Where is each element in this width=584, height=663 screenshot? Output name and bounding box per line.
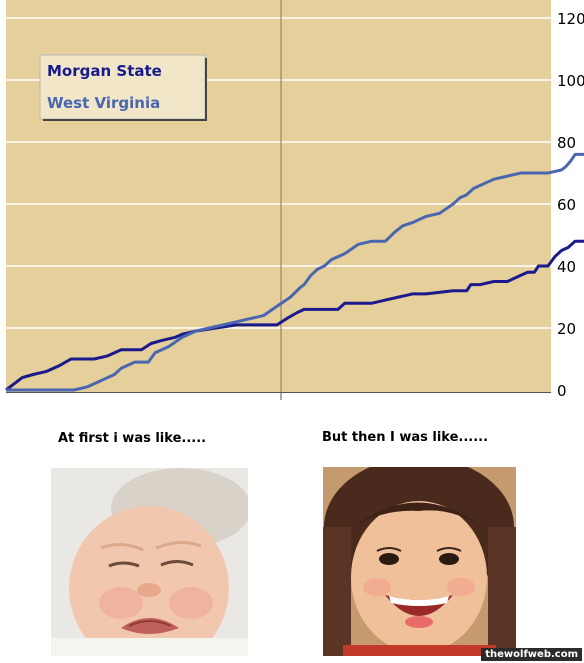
y-tick-label: 100 (557, 72, 584, 90)
legend-label-morgan-state: Morgan State (47, 62, 162, 80)
y-tick-label: 0 (557, 382, 567, 400)
legend: Morgan State West Virginia (39, 54, 207, 121)
caption-right: But then I was like...... (322, 430, 489, 445)
laughing-girl-photo (323, 467, 516, 656)
series-line-west-virginia (6, 152, 584, 392)
series-line-morgan-state (5, 239, 584, 392)
crying-baby-photo (51, 468, 248, 656)
caption-left: At first i was like..... (58, 431, 207, 446)
grid-lines (6, 17, 551, 329)
y-tick-label: 120 (557, 10, 584, 28)
y-tick-label: 80 (557, 134, 576, 152)
legend-box (39, 54, 206, 120)
watermark: thewolfweb.com (481, 648, 582, 661)
series-layer (5, 152, 584, 392)
y-tick-label: 20 (557, 320, 576, 338)
y-tick-label: 60 (557, 196, 576, 214)
legend-label-west-virginia: West Virginia (47, 94, 160, 112)
y-tick-labels: 0 20 40 60 80 100 120 (557, 10, 584, 400)
y-tick-label: 40 (557, 258, 576, 276)
